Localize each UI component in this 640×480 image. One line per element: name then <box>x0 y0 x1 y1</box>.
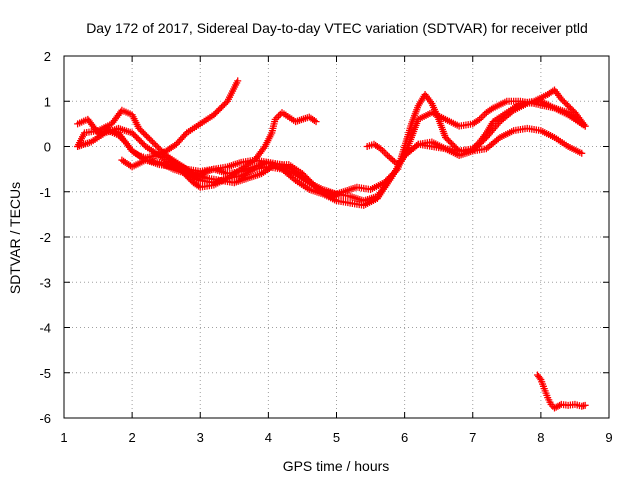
data-point-marker <box>211 109 219 117</box>
data-point-marker <box>220 100 228 108</box>
y-tick-label: 1 <box>44 94 51 109</box>
data-point-marker <box>158 147 166 155</box>
y-tick-label: -6 <box>39 411 51 426</box>
data-point-marker <box>214 106 222 114</box>
data-point-marker <box>560 98 568 106</box>
x-axis-label: GPS time / hours <box>283 458 390 474</box>
data-point-marker <box>475 141 483 149</box>
data-point-marker <box>153 143 161 150</box>
data-point-marker <box>446 138 454 146</box>
data-points <box>74 77 589 412</box>
grid-lines <box>64 56 609 418</box>
data-point-marker <box>443 135 451 143</box>
x-tick-label: 8 <box>537 430 544 445</box>
data-point-marker <box>578 120 586 128</box>
data-point-marker <box>144 133 152 141</box>
data-point-marker <box>138 127 146 135</box>
data-point-marker <box>146 135 154 143</box>
data-point-marker <box>565 103 573 111</box>
data-point-marker <box>557 95 565 103</box>
data-point-marker <box>141 130 149 138</box>
series-track-1 <box>74 77 242 162</box>
y-tick-label: -1 <box>39 185 51 200</box>
x-tick-label: 4 <box>265 430 272 445</box>
data-point-marker <box>442 133 449 141</box>
data-point-marker <box>481 135 489 143</box>
data-point-marker <box>479 112 487 120</box>
data-point-marker <box>133 133 141 141</box>
data-point-marker <box>134 135 142 143</box>
data-point-marker <box>382 150 390 158</box>
series-track-5 <box>118 124 586 205</box>
y-tick-label: -5 <box>39 366 51 381</box>
data-point-marker <box>234 77 242 85</box>
data-point-marker <box>445 136 453 144</box>
data-point-marker <box>222 99 230 107</box>
x-tick-label: 2 <box>129 430 136 445</box>
series-track-6 <box>162 152 340 198</box>
data-point-marker <box>478 138 486 146</box>
chart-title: Day 172 of 2017, Sidereal Day-to-day VTE… <box>86 20 588 36</box>
x-tick-label: 5 <box>333 430 340 445</box>
data-point-marker <box>152 141 160 149</box>
data-point-marker <box>449 141 457 149</box>
data-point-marker <box>312 118 320 126</box>
data-point-marker <box>562 100 570 108</box>
data-point-marker <box>217 103 225 111</box>
data-point-marker <box>147 136 155 144</box>
data-point-marker <box>136 126 144 134</box>
x-tick-label: 1 <box>60 430 67 445</box>
data-point-marker <box>581 401 589 409</box>
data-point-marker <box>536 374 544 382</box>
data-point-marker <box>210 111 218 119</box>
data-point-marker <box>566 104 574 112</box>
y-tick-label: 2 <box>44 49 51 64</box>
data-point-marker <box>559 96 567 104</box>
data-point-marker <box>578 149 586 157</box>
data-point-marker <box>333 190 340 198</box>
x-tick-label: 7 <box>469 430 476 445</box>
series-track-8 <box>533 371 589 412</box>
data-point-marker <box>563 101 571 109</box>
data-point-marker <box>219 102 227 110</box>
data-point-marker <box>568 106 576 114</box>
data-point-marker <box>139 129 147 137</box>
data-point-marker <box>156 146 164 154</box>
y-tick-label: -3 <box>39 275 51 290</box>
data-point-marker <box>216 105 224 113</box>
data-point-marker <box>130 130 138 138</box>
data-point-marker <box>139 139 147 147</box>
data-point-marker <box>213 108 221 116</box>
tick-labels: 1 2 3 4 5 6 7 8 9 2 1 0 -1 -2 -3 -4 -5 -6 <box>39 49 612 445</box>
y-tick-label: 0 <box>44 140 51 155</box>
series-track-7 <box>363 97 586 169</box>
data-point-marker <box>159 149 167 157</box>
data-point-marker <box>149 138 157 146</box>
x-tick-label: 3 <box>197 430 204 445</box>
data-point-marker <box>476 139 484 147</box>
x-tick-label: 6 <box>401 430 408 445</box>
data-point-marker <box>143 132 151 140</box>
y-tick-label: -2 <box>39 230 51 245</box>
data-point-marker <box>136 136 144 144</box>
data-point-marker <box>131 132 139 140</box>
y-axis-label: SDTVAR / TECUs <box>7 182 23 294</box>
x-tick-label: 9 <box>605 430 612 445</box>
data-point-marker <box>128 129 136 137</box>
data-point-marker <box>448 139 456 147</box>
data-point-marker <box>155 144 163 152</box>
data-point-marker <box>150 139 158 147</box>
data-point-marker <box>380 148 388 156</box>
y-tick-label: -4 <box>39 321 51 336</box>
data-point-marker <box>135 124 143 132</box>
data-point-marker <box>479 136 487 144</box>
data-point-marker <box>137 138 145 146</box>
tick-marks <box>63 55 610 419</box>
